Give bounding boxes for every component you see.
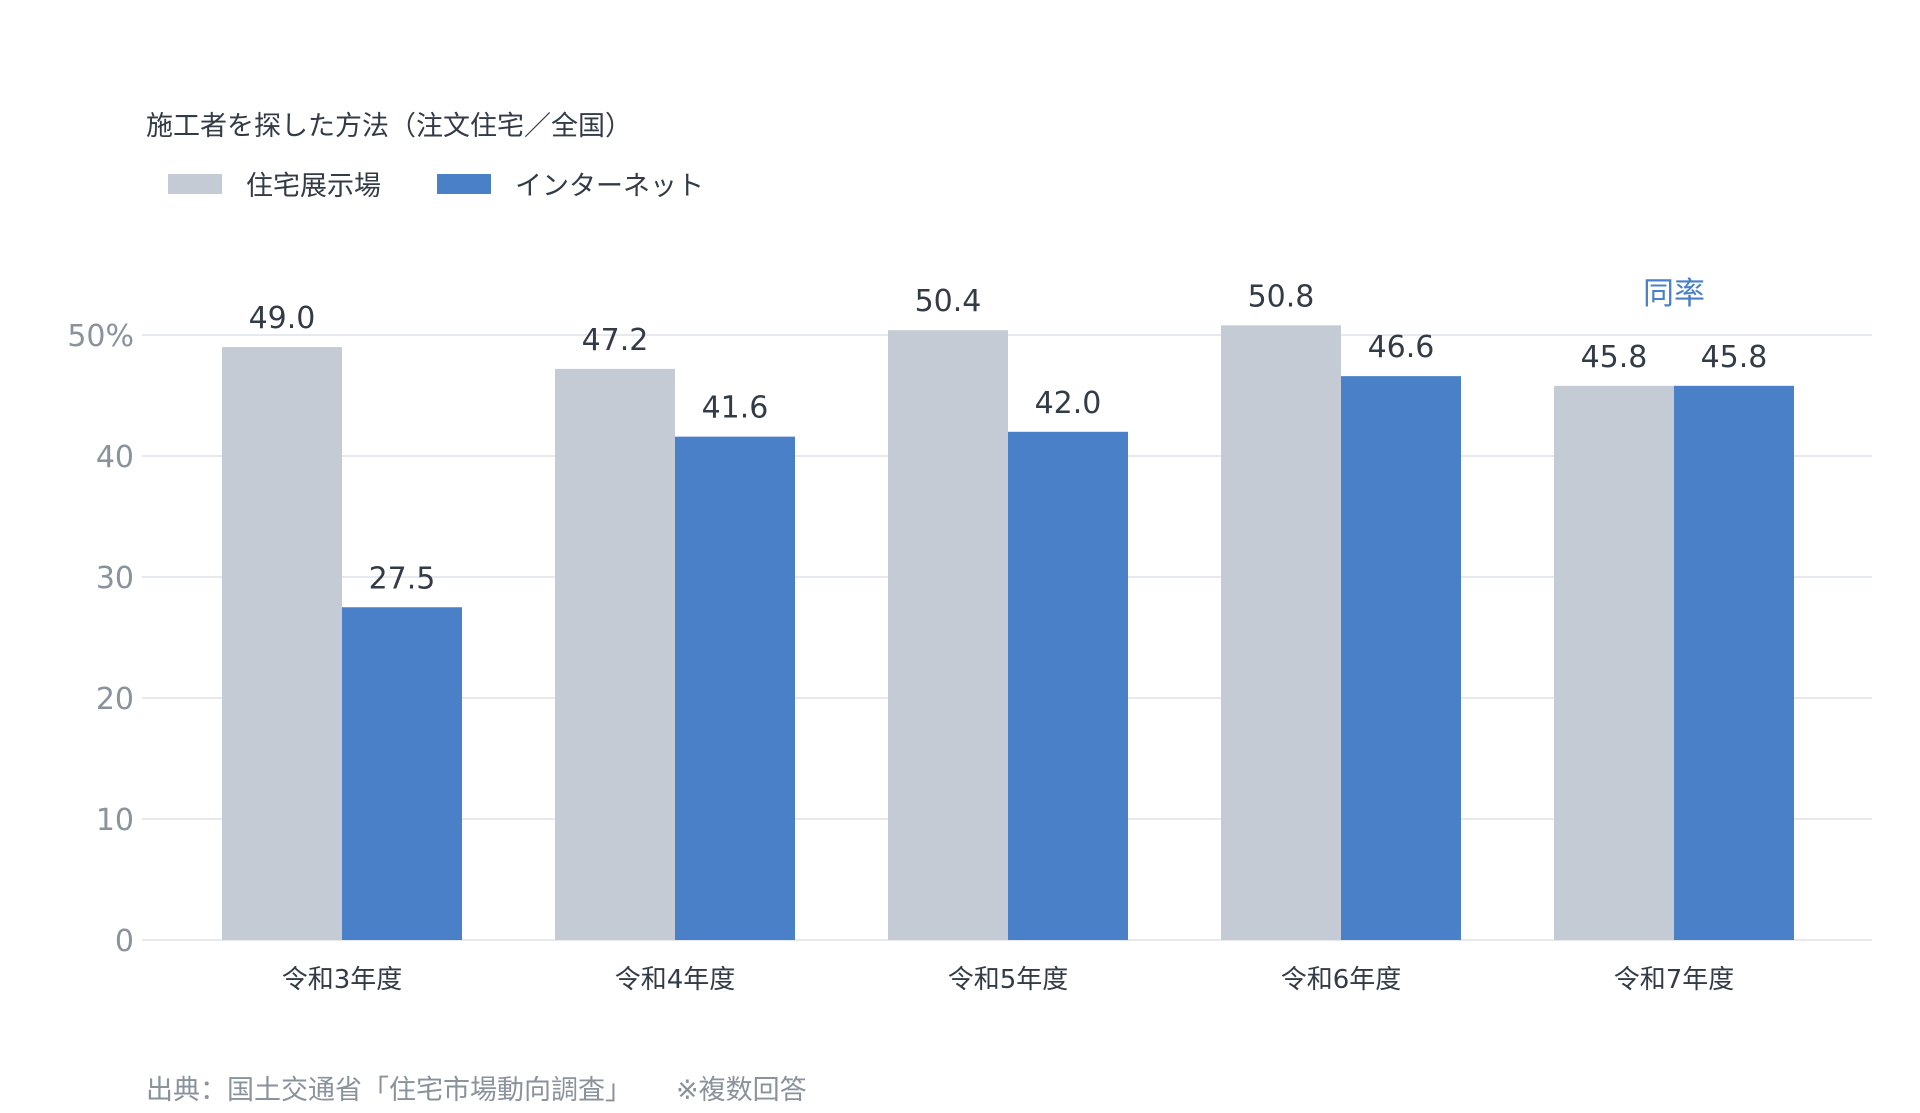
legend-label-exhibition: 住宅展示場: [246, 171, 381, 202]
chart-title: 施工者を探した方法（注文住宅／全国）: [146, 111, 632, 142]
value-label-internet-4: 45.8: [1701, 340, 1768, 375]
legend-swatch-internet: [437, 173, 491, 194]
legend-label-internet: インターネット: [515, 171, 704, 202]
bar-exhibition-3: [1221, 325, 1341, 940]
y-tick-label-50: 50%: [67, 319, 134, 354]
bar-internet-1: [675, 436, 795, 940]
value-label-internet-1: 41.6: [702, 391, 769, 426]
value-label-exhibition-1: 47.2: [582, 323, 649, 358]
bar-internet-3: [1341, 376, 1461, 940]
bar-exhibition-0: [222, 347, 342, 941]
source-note-text: ※複数回答: [676, 1075, 807, 1106]
value-label-internet-0: 27.5: [369, 561, 436, 596]
value-label-exhibition-3: 50.8: [1248, 279, 1315, 314]
legend-swatch-exhibition: [168, 173, 222, 194]
category-label-4: 令和7年度: [1614, 965, 1735, 995]
y-tick-label-40: 40: [96, 440, 134, 475]
bar-exhibition-4: [1554, 385, 1674, 940]
bar-exhibition-2: [888, 330, 1008, 940]
annotation-equal-rate: 同率: [1643, 276, 1705, 312]
source-note: 出典：国土交通省「住宅市場動向調査」 ※複数回答: [146, 1068, 807, 1107]
category-label-0: 令和3年度: [282, 965, 403, 995]
value-label-exhibition-4: 45.8: [1581, 340, 1648, 375]
category-label-3: 令和6年度: [1281, 965, 1402, 995]
value-label-internet-3: 46.6: [1368, 330, 1435, 365]
source-text: 出典：国土交通省「住宅市場動向調査」: [146, 1075, 632, 1106]
y-tick-label-10: 10: [96, 803, 134, 838]
y-tick-label-30: 30: [96, 561, 134, 596]
bar-internet-2: [1008, 431, 1128, 940]
category-label-2: 令和5年度: [948, 965, 1069, 995]
category-label-1: 令和4年度: [615, 965, 736, 995]
bar-exhibition-1: [555, 368, 675, 940]
value-label-internet-2: 42.0: [1035, 386, 1102, 421]
legend-item-internet: インターネット: [437, 164, 704, 203]
bar-internet-0: [342, 607, 462, 940]
bar-internet-4: [1674, 385, 1794, 940]
legend: 住宅展示場 インターネット: [168, 164, 760, 203]
legend-item-exhibition: 住宅展示場: [168, 164, 381, 203]
value-label-exhibition-0: 49.0: [249, 301, 316, 336]
value-label-exhibition-2: 50.4: [915, 284, 982, 319]
y-tick-label-20: 20: [96, 682, 134, 717]
y-tick-label-0: 0: [115, 924, 134, 959]
